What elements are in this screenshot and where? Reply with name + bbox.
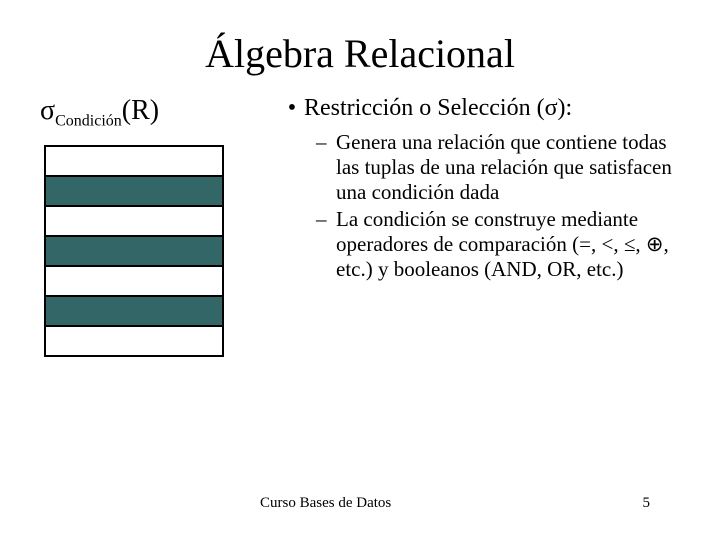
table-row	[45, 236, 223, 266]
bullet-dot-icon: •	[280, 95, 304, 122]
slide: Álgebra Relacional σCondición(R)	[0, 0, 720, 540]
sub-bullet-text: La condición se construye mediante opera…	[336, 207, 680, 282]
slide-title: Álgebra Relacional	[40, 30, 680, 77]
table-row	[45, 206, 223, 236]
left-column: σCondición(R)	[40, 95, 250, 357]
dash-icon: –	[316, 207, 336, 282]
slide-footer: Curso Bases de Datos 5	[0, 495, 720, 512]
page-number: 5	[643, 495, 651, 512]
relation-diagram	[44, 145, 224, 357]
table-row	[45, 326, 223, 356]
table-row	[45, 266, 223, 296]
main-bullet-text: Restricción o Selección (σ):	[304, 95, 572, 122]
sigma-subscript: Condición	[55, 113, 122, 130]
sub-bullet-list: – Genera una relación que contiene todas…	[316, 130, 680, 282]
content-area: σCondición(R) • Restricción o Selección …	[40, 95, 680, 357]
right-column: • Restricción o Selección (σ): – Genera …	[280, 95, 680, 357]
footer-text: Curso Bases de Datos	[260, 495, 391, 512]
formula-arg: (R)	[122, 95, 159, 126]
table-row	[45, 176, 223, 206]
table-row	[45, 146, 223, 176]
dash-icon: –	[316, 130, 336, 205]
sigma-symbol: σ	[40, 95, 55, 126]
sub-bullet: – La condición se construye mediante ope…	[316, 207, 680, 282]
table-row	[45, 296, 223, 326]
main-bullet: • Restricción o Selección (σ):	[280, 95, 680, 122]
selection-formula: σCondición(R)	[40, 95, 250, 131]
sub-bullet-text: Genera una relación que contiene todas l…	[336, 130, 680, 205]
sub-bullet: – Genera una relación que contiene todas…	[316, 130, 680, 205]
diagram-body	[45, 146, 223, 356]
